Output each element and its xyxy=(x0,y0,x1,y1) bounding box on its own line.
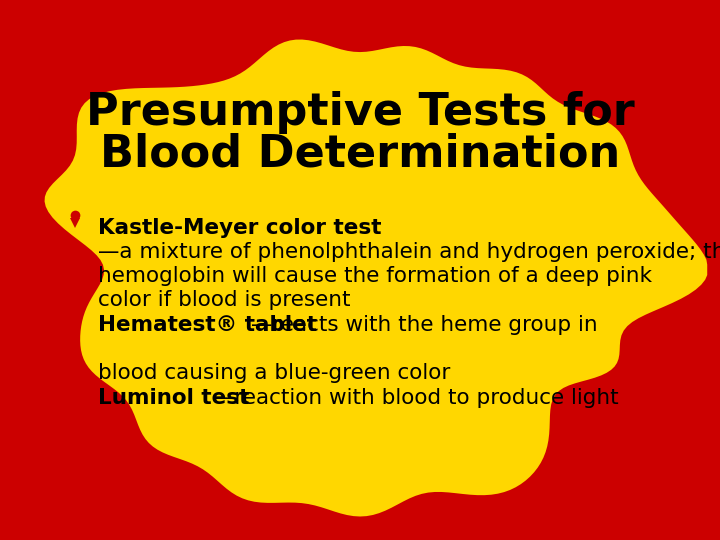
Text: Presumptive Tests for: Presumptive Tests for xyxy=(86,91,634,133)
Polygon shape xyxy=(42,37,710,519)
Text: hemoglobin will cause the formation of a deep pink: hemoglobin will cause the formation of a… xyxy=(98,266,652,286)
Text: —reacts with the heme group in: —reacts with the heme group in xyxy=(251,315,598,335)
Text: Blood Determination: Blood Determination xyxy=(100,132,620,176)
Text: Hematest® tablet: Hematest® tablet xyxy=(98,315,317,335)
Text: Luminol test: Luminol test xyxy=(98,388,249,408)
Text: —a mixture of phenolphthalein and hydrogen peroxide; the: —a mixture of phenolphthalein and hydrog… xyxy=(98,242,720,262)
Text: color if blood is present: color if blood is present xyxy=(98,290,351,310)
Text: Kastle-Meyer color test: Kastle-Meyer color test xyxy=(98,218,382,238)
Text: —reaction with blood to produce light: —reaction with blood to produce light xyxy=(213,388,618,408)
Text: blood causing a blue-green color: blood causing a blue-green color xyxy=(98,363,451,383)
